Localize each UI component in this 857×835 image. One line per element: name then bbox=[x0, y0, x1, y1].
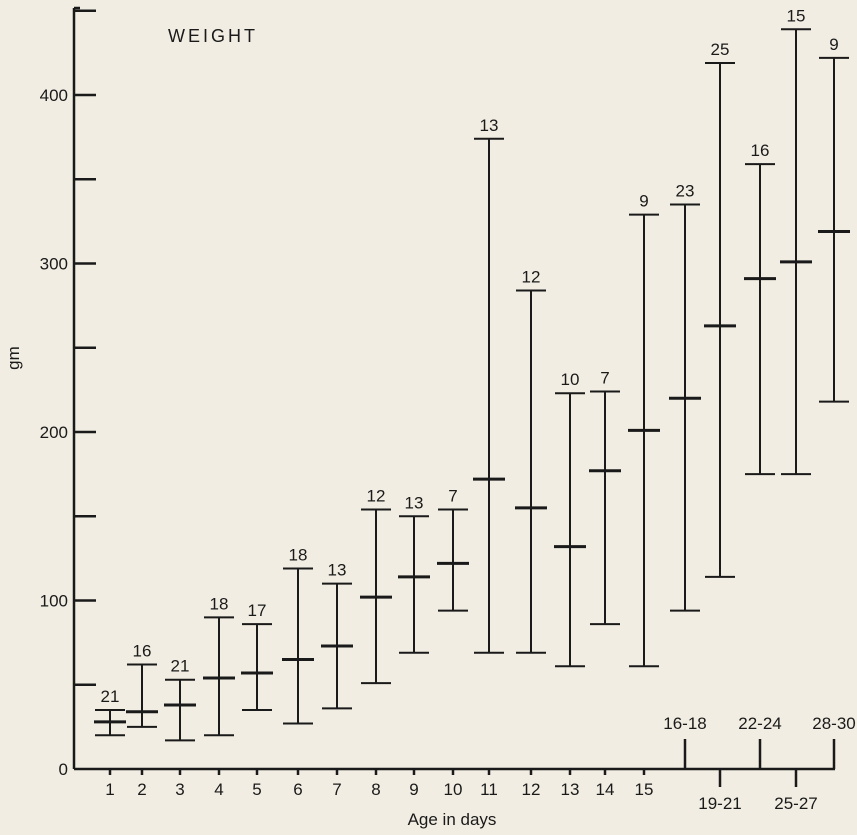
x-tick-label: 1 bbox=[105, 780, 114, 799]
y-tick-label: 100 bbox=[40, 592, 68, 611]
sample-count-label: 10 bbox=[561, 370, 580, 389]
range-bar: 18 bbox=[282, 545, 314, 725]
x-tick-label: 8 bbox=[371, 780, 380, 799]
x-tick-label: 12 bbox=[522, 780, 541, 799]
range-bar: 18 bbox=[203, 594, 235, 737]
range-bar: 9 bbox=[818, 35, 850, 403]
range-bar: 15 bbox=[780, 6, 812, 476]
range-bar: 12 bbox=[515, 267, 547, 654]
x-tick-label: 16-18 bbox=[663, 714, 706, 733]
x-axis-title: Age in days bbox=[408, 810, 497, 829]
x-tick-label: 22-24 bbox=[738, 714, 781, 733]
x-tick-label: 19-21 bbox=[698, 794, 741, 813]
x-tick-label: 9 bbox=[409, 780, 418, 799]
y-tick-label: 200 bbox=[40, 423, 68, 442]
range-bar: 10 bbox=[554, 370, 586, 668]
sample-count-label: 23 bbox=[676, 182, 695, 201]
sample-count-label: 16 bbox=[133, 642, 152, 661]
x-tick-label: 2 bbox=[137, 780, 146, 799]
range-bar: 21 bbox=[164, 657, 196, 742]
range-bar: 7 bbox=[589, 369, 621, 626]
sample-count-label: 13 bbox=[328, 561, 347, 580]
sample-count-label: 9 bbox=[829, 35, 838, 54]
range-bar: 13 bbox=[398, 493, 430, 654]
chart-marks: 21 16 21 18 17 18 13 12 13 7 13 12 10 7 9 23 25 16 15 9 bbox=[94, 6, 850, 742]
x-tick-label: 7 bbox=[332, 780, 341, 799]
range-bar: 7 bbox=[437, 487, 469, 612]
x-tick-label: 3 bbox=[175, 780, 184, 799]
sample-count-label: 21 bbox=[101, 687, 120, 706]
range-bar: 17 bbox=[241, 601, 273, 712]
sample-count-label: 13 bbox=[480, 116, 499, 135]
sample-count-label: 15 bbox=[787, 6, 806, 25]
y-tick-label: 300 bbox=[40, 255, 68, 274]
x-tick-label: 5 bbox=[252, 780, 261, 799]
range-bar: 12 bbox=[360, 487, 392, 685]
sample-count-label: 18 bbox=[289, 545, 308, 564]
sample-count-label: 17 bbox=[248, 601, 267, 620]
sample-count-label: 12 bbox=[522, 267, 541, 286]
sample-count-label: 9 bbox=[639, 192, 648, 211]
y-axis-title: gm bbox=[4, 346, 23, 370]
range-bar: 25 bbox=[704, 40, 736, 578]
range-bar: 16 bbox=[744, 141, 776, 476]
sample-count-label: 25 bbox=[711, 40, 730, 59]
range-bar: 13 bbox=[473, 116, 505, 654]
range-bar: 23 bbox=[669, 182, 701, 612]
sample-count-label: 13 bbox=[405, 493, 424, 512]
x-tick-label: 10 bbox=[444, 780, 463, 799]
chart-title: WEIGHT bbox=[168, 26, 258, 46]
x-tick-label: 14 bbox=[596, 780, 615, 799]
sample-count-label: 16 bbox=[751, 141, 770, 160]
sample-count-label: 21 bbox=[171, 657, 190, 676]
sample-count-label: 18 bbox=[210, 594, 229, 613]
sample-count-label: 7 bbox=[600, 369, 609, 388]
y-tick-label: 0 bbox=[59, 760, 68, 779]
sample-count-label: 12 bbox=[367, 487, 386, 506]
range-bar: 21 bbox=[94, 687, 126, 737]
range-bar: 13 bbox=[321, 561, 353, 710]
x-tick-label: 15 bbox=[635, 780, 654, 799]
y-tick-label: 400 bbox=[40, 86, 68, 105]
x-tick-label: 13 bbox=[561, 780, 580, 799]
sample-count-label: 7 bbox=[448, 487, 457, 506]
x-tick-label: 25-27 bbox=[774, 794, 817, 813]
range-bar: 9 bbox=[628, 192, 660, 668]
x-tick-label: 28-30 bbox=[812, 714, 855, 733]
x-tick-label: 4 bbox=[214, 780, 223, 799]
x-tick-label: 11 bbox=[480, 780, 498, 799]
range-bar: 16 bbox=[126, 642, 158, 728]
x-tick-label: 6 bbox=[293, 780, 302, 799]
